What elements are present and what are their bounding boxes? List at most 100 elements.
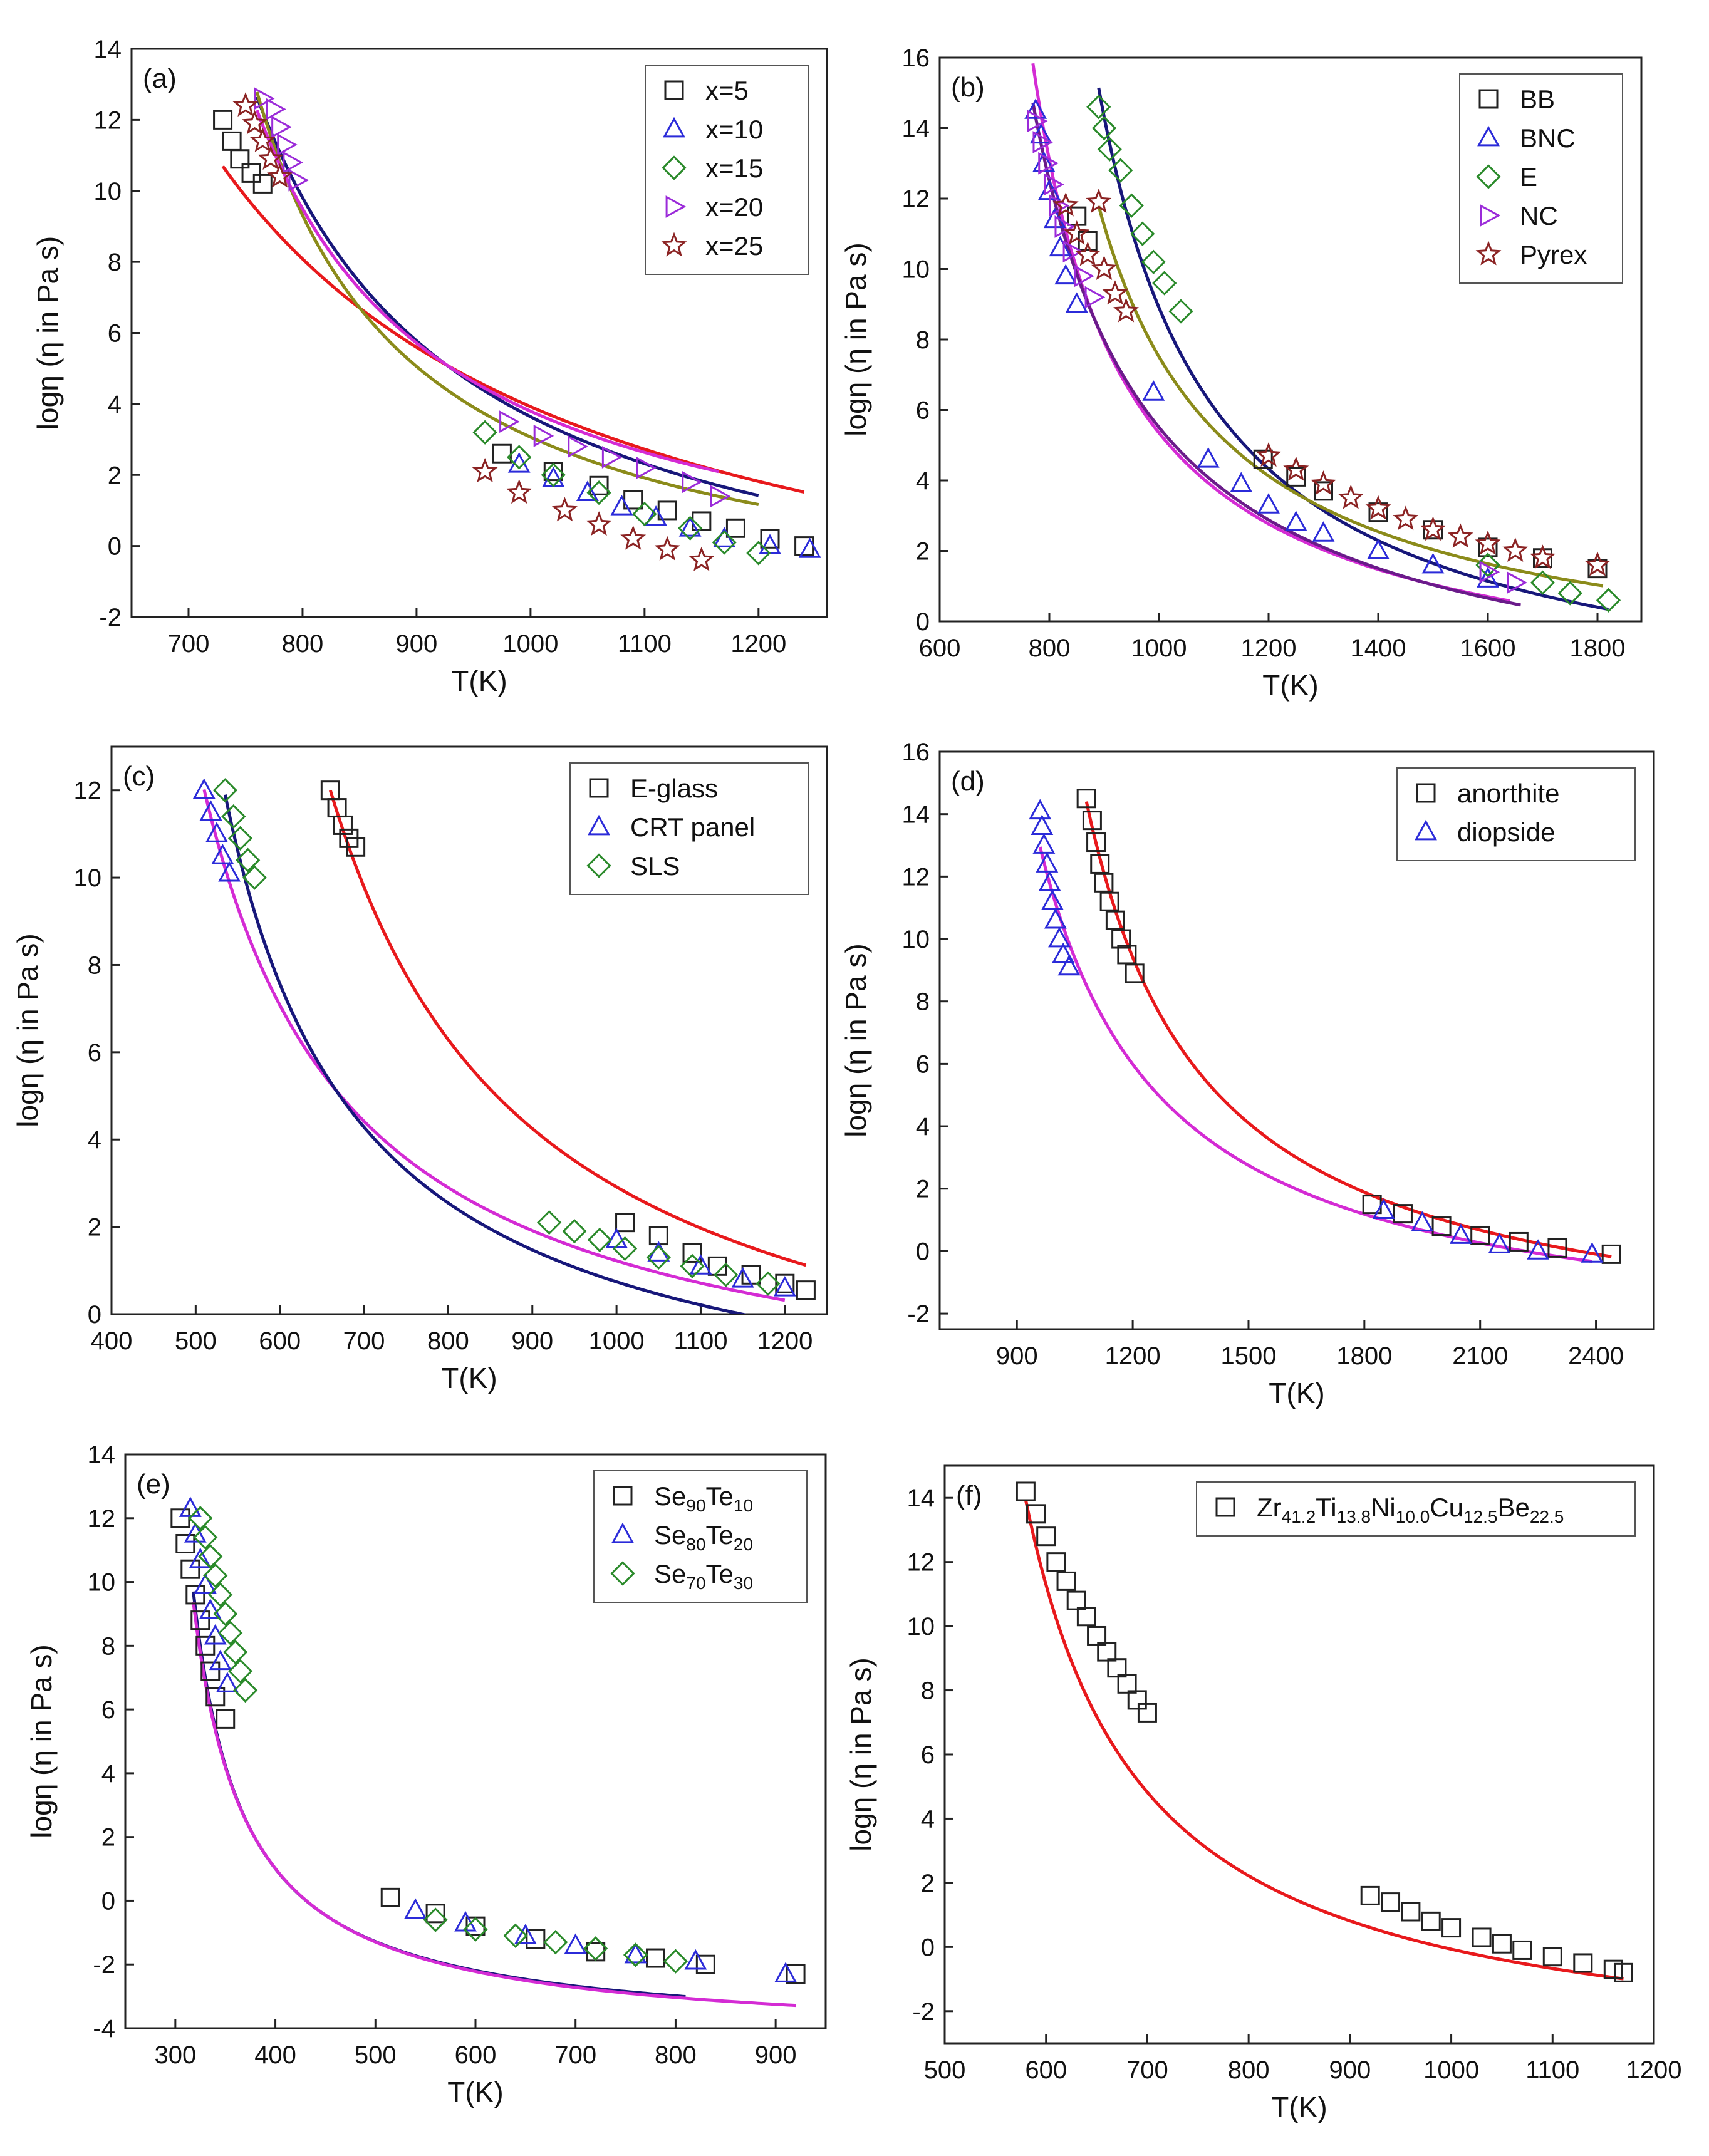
data-point — [562, 1218, 587, 1244]
data-point — [218, 861, 241, 882]
x-tick-label: 1400 — [1351, 635, 1406, 662]
data-point — [1527, 1239, 1550, 1260]
x-tick-label: 1200 — [1241, 635, 1297, 662]
data-point — [774, 1962, 797, 1982]
fit-curve-bb — [1097, 87, 1609, 611]
data-point — [1105, 910, 1125, 930]
data-point — [1054, 215, 1076, 238]
y-axis-label: logη (η in Pa s) — [839, 943, 872, 1137]
data-point — [1052, 942, 1075, 963]
data-point — [1401, 1902, 1421, 1922]
y-tick-label: 10 — [902, 256, 930, 284]
data-point — [213, 110, 233, 130]
data-point — [551, 497, 578, 522]
legend-label: x=15 — [705, 153, 763, 183]
data-point — [1066, 1590, 1086, 1610]
x-tick-label: 1800 — [1336, 1342, 1392, 1370]
data-point — [615, 1213, 635, 1233]
x-axis-label: T(K) — [447, 2076, 503, 2108]
data-point — [543, 462, 563, 482]
fit-curve-se80te20 — [192, 1602, 796, 2008]
data-point — [1360, 1885, 1380, 1905]
data-point — [1142, 380, 1165, 401]
y-tick-label: 16 — [902, 44, 930, 72]
data-point — [236, 847, 261, 873]
y-tick-label: 0 — [916, 1238, 930, 1265]
y-axis-label: logη (η in Pa s) — [25, 1644, 58, 1838]
panel-tag: (d) — [951, 766, 985, 797]
fit-curve-diopside — [1038, 846, 1592, 1263]
data-point — [283, 151, 303, 174]
y-tick-label: 6 — [108, 320, 122, 348]
data-point — [1024, 98, 1047, 119]
legend-label: Se80Te20 — [654, 1520, 753, 1554]
data-point — [499, 410, 520, 433]
data-point — [1076, 1607, 1096, 1627]
x-tick-label: 1200 — [730, 630, 786, 658]
data-point — [1393, 1204, 1413, 1224]
data-point — [1044, 908, 1067, 929]
legend-label: x=25 — [705, 231, 763, 261]
data-point — [543, 1929, 568, 1955]
panel-tag: (a) — [143, 63, 177, 94]
data-point — [179, 1496, 202, 1517]
y-tick-label: 8 — [916, 988, 930, 1016]
data-point — [1596, 588, 1621, 613]
data-point — [1547, 1238, 1567, 1258]
x-tick-label: 800 — [655, 2041, 697, 2069]
legend-marker — [663, 117, 685, 138]
data-point — [1036, 1526, 1056, 1547]
data-point — [612, 1236, 638, 1262]
y-axis-label: logη (η in Pa s) — [844, 1657, 877, 1851]
x-tick-label: 800 — [282, 630, 324, 658]
data-point — [1049, 236, 1072, 257]
panel-2: 600 800 1000 1200 1400 1600 1800 0 2 4 6 8 10 12 14 16 T… — [839, 44, 1643, 702]
x-tick-label: 1100 — [1525, 2056, 1579, 2084]
data-point — [1048, 926, 1071, 948]
x-tick-label: 600 — [1025, 2056, 1067, 2084]
data-point — [241, 163, 261, 183]
data-point — [1431, 1216, 1452, 1236]
x-tick-label: 2100 — [1452, 1342, 1508, 1370]
legend-label: CRT panel — [630, 812, 755, 842]
data-point — [221, 804, 246, 829]
data-point — [654, 536, 680, 561]
y-tick-label: 14 — [94, 36, 122, 63]
data-point — [1041, 889, 1064, 910]
panel-5: 300 400 500 600 700 800 900 -4 -2 0 2 4 6 8 10 12 14 T(K)… — [25, 1441, 827, 2108]
y-tick-label: 4 — [88, 1126, 101, 1154]
data-point — [684, 1949, 707, 1970]
y-tick-label: 6 — [101, 1696, 115, 1724]
data-point — [1141, 249, 1166, 274]
data-point — [228, 1659, 253, 1684]
data-point — [682, 1243, 702, 1263]
data-point — [1086, 95, 1111, 120]
legend-marker — [586, 853, 611, 878]
data-point — [1542, 1947, 1562, 1967]
x-tick-label: 1000 — [1423, 2056, 1479, 2084]
x-tick-label: 600 — [919, 635, 961, 662]
series-sls — [212, 778, 781, 1296]
y-tick-label: 6 — [916, 1050, 930, 1078]
data-point — [707, 1256, 727, 1276]
data-point — [218, 1620, 243, 1646]
data-point — [1038, 871, 1061, 891]
legend: BB BNC E NC Pyrex — [1459, 73, 1623, 284]
legend-label: SLS — [630, 851, 680, 881]
data-point — [1257, 493, 1280, 514]
legend: Se90Te10 Se80Te20 Se70Te30 — [593, 1470, 808, 1603]
data-point — [380, 1887, 400, 1907]
data-point — [759, 534, 781, 555]
legend: x=5 x=10 x=15 x=20 x=25 — [645, 65, 809, 275]
data-point — [1086, 832, 1106, 853]
fit-curve-x-10 — [255, 96, 759, 497]
data-point — [242, 110, 268, 135]
data-point — [1052, 192, 1079, 217]
data-point — [1091, 115, 1117, 141]
data-point — [192, 778, 216, 799]
y-axis-label: logη (η in Pa s) — [839, 242, 872, 436]
panel-tag: (e) — [137, 1469, 170, 1500]
x-tick-label: 1200 — [1105, 1342, 1161, 1370]
y-tick-label: 0 — [916, 608, 930, 636]
data-point — [746, 541, 771, 566]
